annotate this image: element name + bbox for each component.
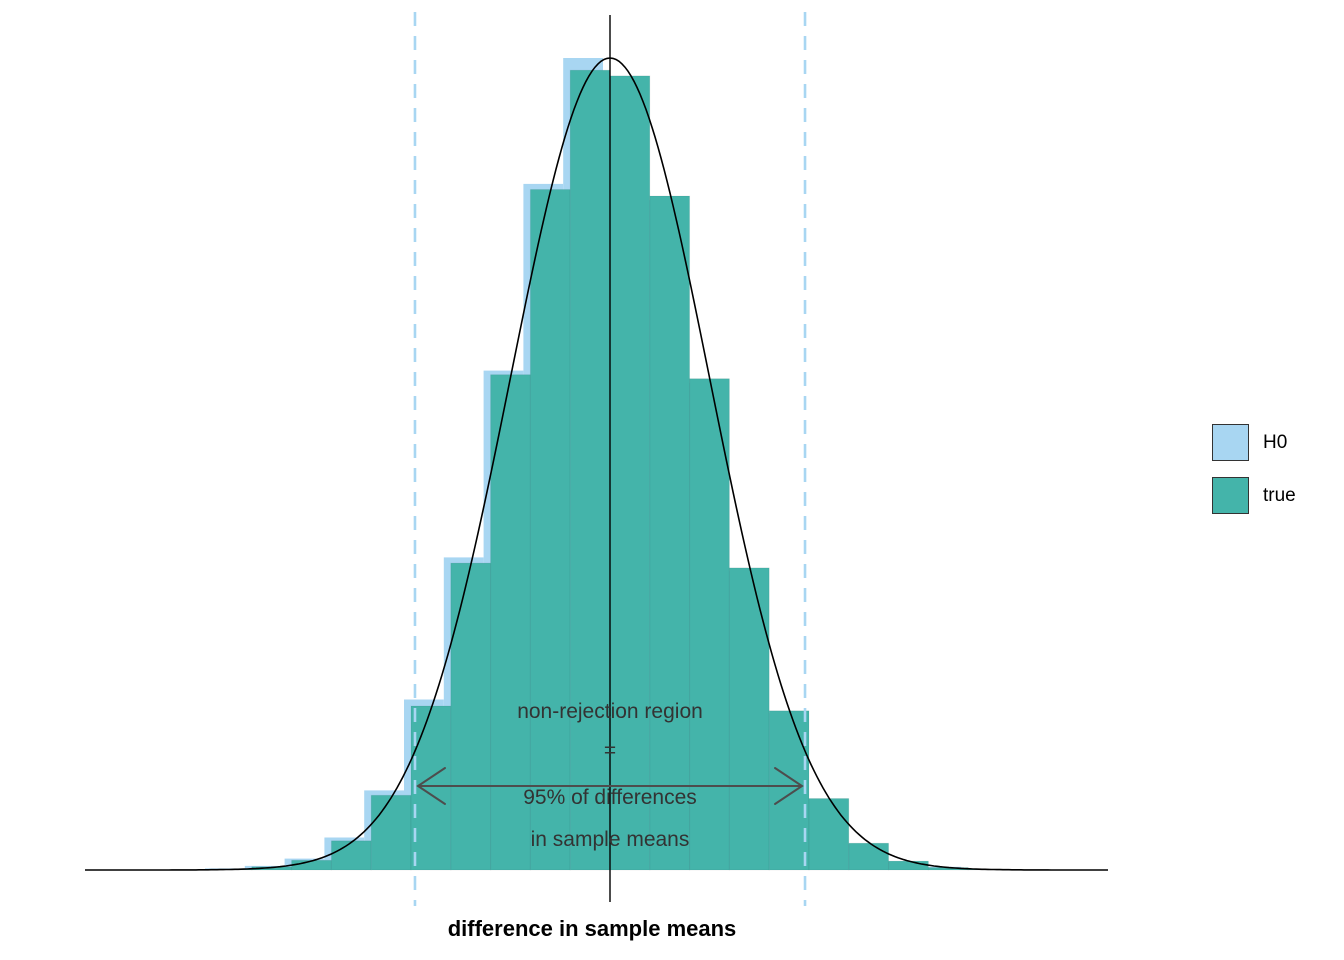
annotation-equals: = xyxy=(603,739,617,762)
annotation-in-sample-means: in sample means xyxy=(530,828,690,851)
density-curve xyxy=(85,57,1108,871)
hist-bar-true xyxy=(689,378,730,871)
hist-bar-true xyxy=(808,798,850,871)
annotation-non-rejection-region: non-rejection region xyxy=(517,700,703,723)
hist-bar-true xyxy=(649,195,691,871)
arrow-head-left xyxy=(416,767,446,805)
legend-label-h0: H0 xyxy=(1263,431,1288,453)
hist-bar-true xyxy=(569,69,611,871)
annotation-95-percent: 95% of differences xyxy=(523,786,697,809)
legend-label-true: true xyxy=(1263,484,1296,506)
hist-bar-true xyxy=(888,860,929,871)
hist-bar-true xyxy=(410,705,452,871)
legend-item-true: true xyxy=(1212,477,1296,514)
legend: H0 true xyxy=(1212,424,1296,530)
hist-bar-true xyxy=(370,794,412,871)
legend-item-h0: H0 xyxy=(1212,424,1296,461)
legend-swatch-h0 xyxy=(1212,424,1249,461)
legend-swatch-true xyxy=(1212,477,1249,514)
hist-bar-true xyxy=(330,840,372,871)
hist-bar-true xyxy=(450,562,492,871)
x-axis-label: difference in sample means xyxy=(447,916,737,941)
hist-bar-true xyxy=(529,189,571,871)
arrow-head-right xyxy=(774,767,804,805)
hist-bar-true xyxy=(609,75,651,871)
